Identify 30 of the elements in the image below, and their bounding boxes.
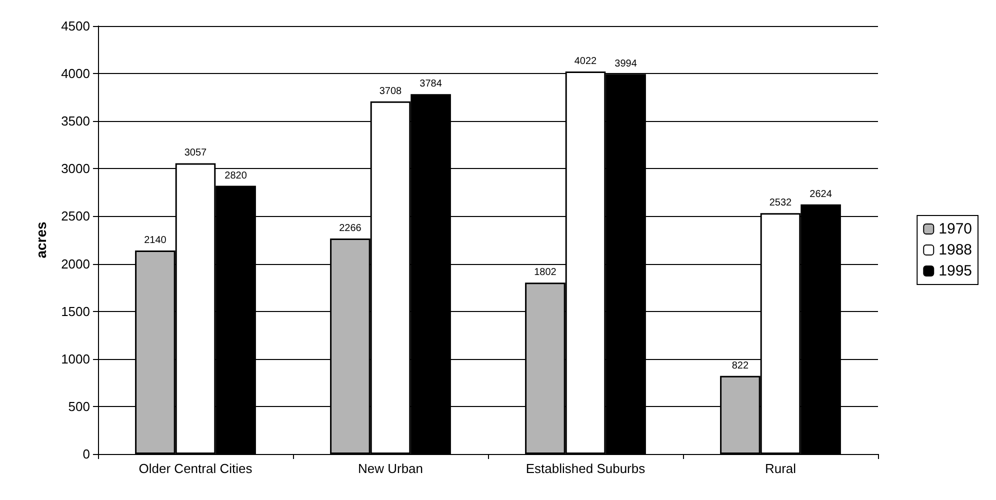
y-tick-label: 4000 [61,66,90,82]
data-label: 2532 [769,198,792,209]
x-tick-label: Rural [764,461,796,476]
y-tick-label: 3500 [61,114,90,129]
data-label: 4022 [574,56,598,67]
x-tick-label: Established Suburbs [526,461,646,476]
y-axis-title: acres [33,221,49,258]
y-tick-label: 2500 [61,208,90,224]
data-label: 2820 [224,170,248,182]
y-tick-label: 500 [68,398,90,414]
data-label: 3708 [379,86,402,97]
y-tick-label: 2000 [61,256,90,272]
legend-label: 1970 [938,220,972,238]
data-label: 2140 [144,234,167,246]
data-label: 822 [732,360,749,372]
y-tick-label: 4500 [61,18,90,34]
y-tick-label: 3000 [61,161,90,176]
x-tick-label: New Urban [358,461,424,476]
legend-label: 1988 [938,242,972,258]
legend-label: 1995 [938,262,972,280]
y-tick-label: 1500 [61,304,90,319]
data-label: 2624 [810,188,832,200]
data-label: 2266 [339,222,362,234]
x-tick-label: Older Central Cities [138,461,253,476]
data-label: 1802 [534,267,557,278]
data-label: 3784 [420,78,442,90]
y-tick-label: 1000 [61,351,90,366]
data-label: 3057 [184,148,208,159]
y-tick-label: 0 [82,446,90,462]
data-label: 3994 [614,58,638,70]
